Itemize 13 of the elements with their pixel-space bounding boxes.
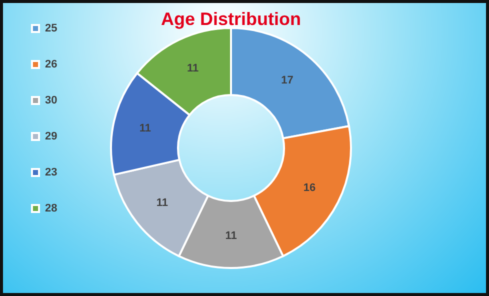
data-label: 17 [281,74,294,86]
legend-label: 30 [45,94,58,106]
legend-label: 26 [45,58,58,70]
data-label: 11 [139,122,152,134]
legend-label: 25 [45,22,58,34]
data-label: 11 [225,230,237,242]
data-label: 16 [303,182,316,194]
data-label: 11 [156,196,168,209]
legend-label: 23 [45,166,58,178]
data-label: 11 [187,62,199,75]
legend-label: 29 [45,130,58,142]
legend-label: 28 [45,202,58,214]
chart-title: Age Distribution [161,9,301,29]
